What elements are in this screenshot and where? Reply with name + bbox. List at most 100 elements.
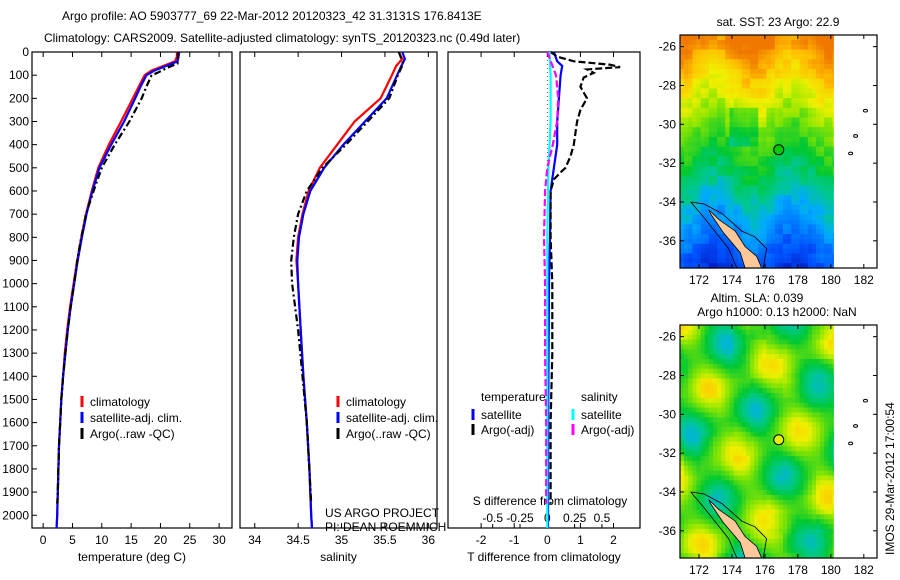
difference-xlabel: T difference from climatology [467, 550, 621, 564]
lat-tick-label: -32 [659, 156, 677, 170]
map-axes [679, 324, 878, 559]
depth-tick-label: 1100 [3, 300, 29, 314]
lat-tick-label: -30 [659, 117, 677, 131]
island-outline [848, 441, 854, 446]
depth-tick-label: 1300 [2, 346, 29, 360]
lon-tick-label: 172 [689, 563, 709, 577]
depth-tick-label: 800 [9, 230, 29, 244]
series-line-argo-raw-qc- [56, 51, 180, 504]
depth-tick-label: 1800 [2, 462, 29, 476]
island-outline [853, 134, 859, 138]
temperature-xlabel: temperature (deg C) [78, 550, 186, 564]
annotation: PI: DEAN ROEMMICH [325, 520, 446, 534]
lon-tick-label: 176 [755, 273, 775, 287]
legend-label: satellite [581, 408, 622, 422]
legend-label: climatology [90, 395, 150, 409]
series-line-argo-raw-qc- [290, 51, 405, 504]
salinity-xlabel: salinity [320, 550, 357, 564]
x-tick-label: 30 [212, 533, 226, 547]
bathymetry-contour [690, 201, 767, 269]
depth-tick-label: 100 [9, 68, 29, 82]
s-tick-label: 0.5 [594, 511, 611, 525]
depth-tick-label: 1600 [2, 416, 29, 430]
title-line-1: Argo profile: AO 5903777_69 22-Mar-2012 … [62, 9, 482, 23]
lat-tick-label: -28 [659, 78, 677, 92]
lon-tick-label: 180 [821, 273, 841, 287]
x-tick-label: 25 [183, 533, 197, 547]
x-tick-label: 35 [335, 533, 349, 547]
x-tick-label: 10 [95, 533, 109, 547]
lon-tick-label: 180 [821, 563, 841, 577]
sla-map-field [680, 325, 834, 559]
x-tick-label: 34.5 [286, 533, 310, 547]
sst-map-title: sat. SST: 23 Argo: 22.9 [717, 15, 840, 29]
legend-label: Argo(-adj) [581, 423, 634, 437]
series-line-climatology [295, 51, 404, 529]
s-tick-label: 0.25 [563, 511, 587, 525]
x-tick-label: 35.5 [373, 533, 397, 547]
legend-label: Argo(..raw -QC) [346, 427, 431, 441]
salinity-axes [239, 51, 438, 529]
depth-tick-label: 1500 [2, 392, 29, 406]
s-tick-label: -0.5 [482, 511, 503, 525]
depth-tick-label: 400 [9, 138, 29, 152]
x-tick-label: 15 [124, 533, 138, 547]
temperature-axes [31, 51, 233, 529]
sst-map-field [680, 35, 834, 269]
depth-tick-label: 200 [9, 91, 29, 105]
lon-tick-label: 172 [689, 273, 709, 287]
sla-map-title-1: Altim. SLA: 0.039 [711, 291, 804, 305]
x-tick-label: 34 [248, 533, 262, 547]
legend-header-temperature: temperature [481, 390, 546, 404]
depth-tick-label: 1400 [2, 369, 29, 383]
depth-tick-label: 0 [22, 45, 29, 59]
depth-tick-label: 900 [9, 253, 29, 267]
difference-axes [447, 51, 641, 529]
legend-label: Argo(-adj) [481, 423, 534, 437]
x-tick-label: 20 [154, 533, 168, 547]
imos-timestamp: IMOS 29-Mar-2012 17:00:54 [883, 402, 897, 555]
depth-tick-label: 1200 [2, 323, 29, 337]
depth-tick-label: 300 [9, 114, 29, 128]
legend-label: satellite [481, 408, 522, 422]
lat-tick-label: -36 [659, 524, 677, 538]
lon-tick-label: 174 [722, 563, 742, 577]
depth-tick-label: 600 [9, 184, 29, 198]
series-line-satellite-adj-clim- [296, 51, 407, 529]
lon-tick-label: 178 [788, 273, 808, 287]
x-tick-label: 2 [610, 533, 617, 547]
depth-tick-label: 1000 [2, 277, 29, 291]
x-tick-label: -1 [509, 533, 520, 547]
title-line-2: Climatology: CARS2009. Satellite-adjuste… [44, 31, 520, 45]
island-outline [862, 398, 868, 403]
sla-map-title-2: Argo h1000: 0.13 h2000: NaN [697, 305, 856, 319]
x-tick-label: 0 [544, 533, 551, 547]
lon-tick-label: 182 [854, 563, 874, 577]
series-line-salinity-argo-adj- [542, 51, 560, 504]
s-tick-label: -0.25 [506, 511, 534, 525]
depth-tick-label: 1900 [2, 485, 29, 499]
x-tick-label: 36 [422, 533, 436, 547]
lon-tick-label: 176 [755, 563, 775, 577]
legend-label: satellite-adj. clim. [90, 411, 182, 425]
argo-float-marker [773, 144, 785, 156]
island-outline [853, 424, 859, 428]
argo-float-marker [773, 434, 785, 446]
x-tick-label: 0 [40, 533, 47, 547]
series-line-temperature-argo-adj- [549, 51, 621, 504]
series-line-climatology [55, 52, 178, 529]
depth-tick-label: 1700 [2, 439, 29, 453]
map-axes [679, 34, 878, 269]
series-line-satellite-adj-clim- [55, 51, 181, 529]
legend-label: satellite-adj. clim. [346, 411, 438, 425]
x-tick-label: -2 [476, 533, 487, 547]
island-outline [848, 151, 854, 156]
s-difference-label: S difference from climatology [473, 494, 628, 508]
legend-label: climatology [346, 395, 406, 409]
lat-tick-label: -26 [659, 40, 677, 54]
lat-tick-label: -34 [659, 195, 677, 209]
x-tick-label: 1 [577, 533, 584, 547]
lat-tick-label: -30 [659, 407, 677, 421]
annotation: US ARGO PROJECT [325, 506, 440, 520]
